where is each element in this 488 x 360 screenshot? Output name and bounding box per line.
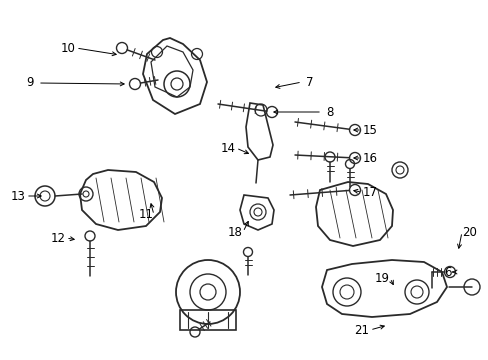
Text: 14: 14 [220,141,235,154]
Text: 18: 18 [227,225,242,238]
Text: 17: 17 [362,185,377,198]
Text: 7: 7 [305,76,313,89]
Text: 6: 6 [443,266,451,279]
Text: 9: 9 [26,77,34,90]
Text: 12: 12 [50,231,65,244]
Text: 21: 21 [354,324,369,337]
Text: 13: 13 [11,189,25,202]
Text: 10: 10 [61,41,75,54]
Text: 8: 8 [325,105,333,118]
Text: 19: 19 [374,271,389,284]
Text: 16: 16 [362,152,377,165]
Text: 20: 20 [462,225,476,238]
Text: 15: 15 [362,123,377,136]
Text: 11: 11 [138,208,153,221]
